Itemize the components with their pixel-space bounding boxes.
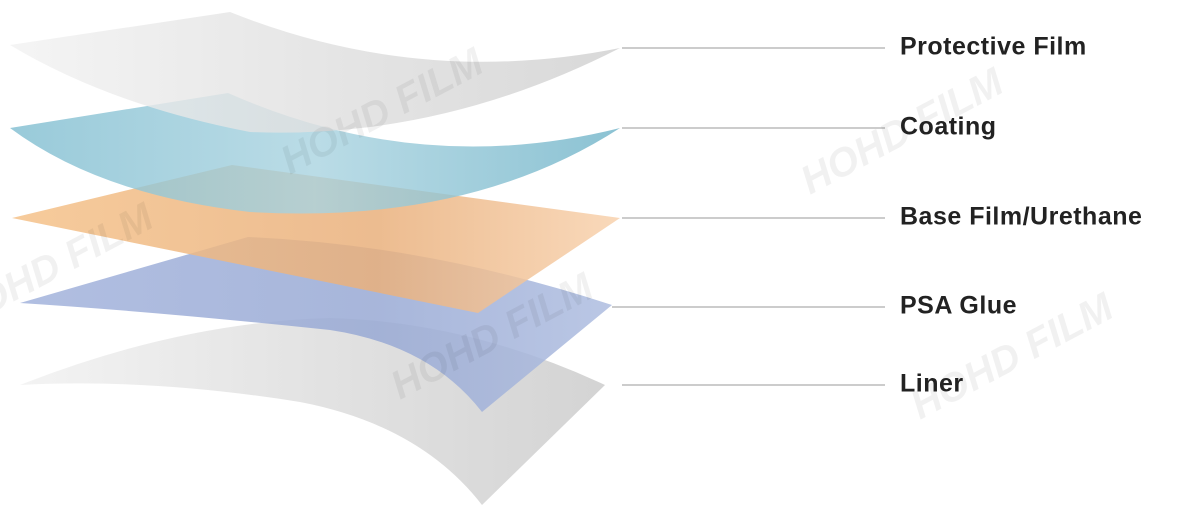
coating-sheet xyxy=(10,93,620,214)
layer-label: Base Film/Urethane xyxy=(900,203,1142,231)
layer-label: Coating xyxy=(900,113,997,141)
protective-film-sheet xyxy=(10,12,620,133)
layer-label: PSA Glue xyxy=(900,292,1017,320)
base-film-sheet xyxy=(12,165,620,313)
leader-lines xyxy=(612,47,885,386)
layer-label: Protective Film xyxy=(900,33,1087,61)
layer-label: Liner xyxy=(900,370,964,398)
